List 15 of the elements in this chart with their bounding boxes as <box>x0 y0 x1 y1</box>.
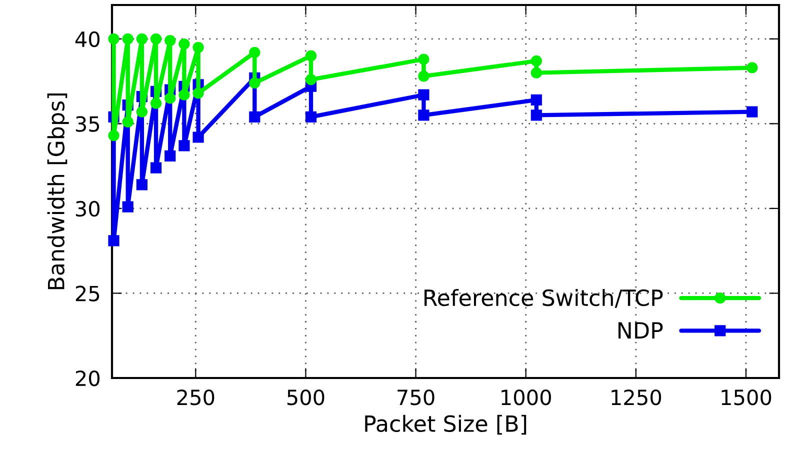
y-tick-label: 20 <box>76 370 100 386</box>
y-axis-title: Bandwidth [Gbps] <box>47 94 69 290</box>
legend-label: Reference Switch/TCP <box>424 288 663 308</box>
x-tick-label: 1250 <box>612 389 662 406</box>
x-tick-label: 750 <box>398 389 434 406</box>
y-tick-label: 25 <box>76 286 100 302</box>
y-tick-label: 30 <box>76 200 100 217</box>
legend-label: NDP <box>618 322 663 338</box>
x-tick-label: 250 <box>177 389 214 406</box>
x-axis-title: Packet Size [B] <box>365 414 526 435</box>
x-tick-label: 500 <box>287 389 324 406</box>
x-tick-label: 1500 <box>722 389 772 406</box>
y-tick-label: 40 <box>75 31 100 48</box>
y-tick-label: 35 <box>76 116 100 132</box>
x-tick-label: 1000 <box>502 389 551 406</box>
